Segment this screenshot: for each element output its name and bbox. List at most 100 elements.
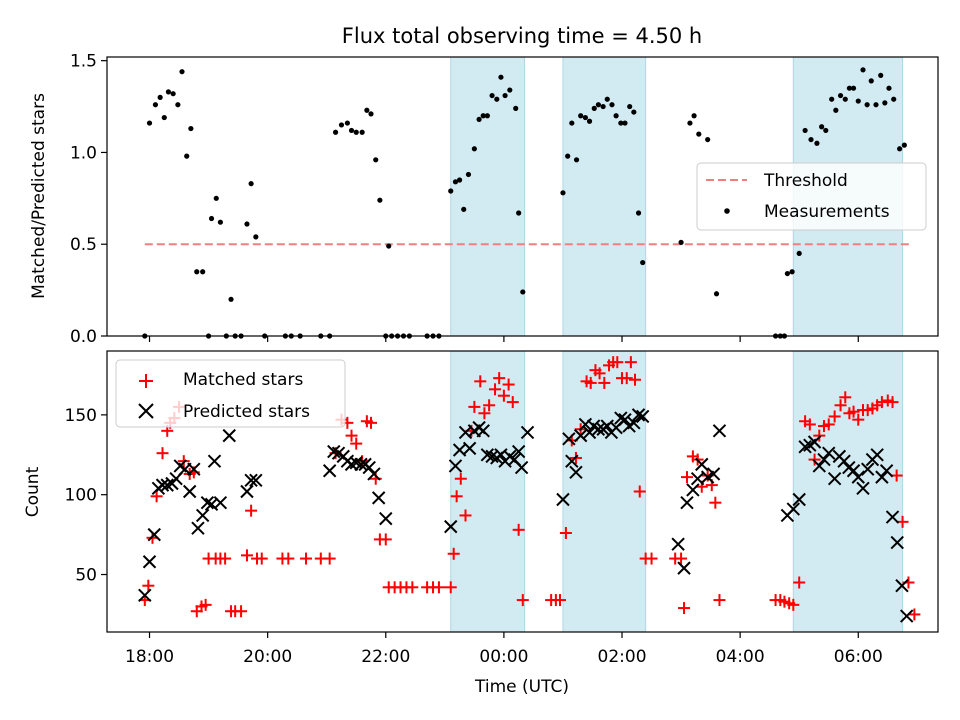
matched-star-point <box>219 552 232 565</box>
predicted-star-point <box>677 561 691 575</box>
predicted-star-point <box>371 491 386 505</box>
top-x-ticks <box>148 336 859 342</box>
matched-star-point <box>620 372 633 385</box>
measurement-point <box>591 105 597 111</box>
matched-star-point <box>875 396 888 409</box>
matched-star-point <box>709 496 722 509</box>
measurement-point <box>691 113 697 119</box>
x-tick-label: 18:00 <box>125 647 174 667</box>
x-tick-label: 20:00 <box>243 647 292 667</box>
matched-star-point <box>350 437 363 450</box>
matched-star-point <box>675 552 688 565</box>
measurement-point <box>850 85 857 91</box>
legend-measurements-swatch <box>724 208 730 214</box>
measurement-point <box>823 127 829 134</box>
predicted-star-point <box>817 452 831 467</box>
measurement-point <box>586 118 593 124</box>
predicted-star-point <box>448 459 463 473</box>
matched-star-point <box>142 579 155 592</box>
measurement-point <box>878 72 884 78</box>
measurement-point <box>582 114 589 121</box>
matched-star-point <box>822 418 835 431</box>
legend-matched-label: Matched stars <box>183 370 303 390</box>
x-tick-label: 22:00 <box>361 647 410 667</box>
measurement-point <box>494 96 500 102</box>
predicted-star-point <box>191 521 205 535</box>
matched-star-point <box>808 453 821 466</box>
measurement-point <box>373 157 379 163</box>
matched-star-point <box>447 547 460 560</box>
measurement-point <box>175 102 181 108</box>
measurement-point <box>578 113 584 119</box>
measurement-point <box>228 296 234 302</box>
predicted-star-point <box>890 535 904 550</box>
top-panel: Flux total observing time = 4.50 h 0.00.… <box>29 24 939 347</box>
measurement-point <box>886 85 892 91</box>
measurement-point <box>456 177 463 183</box>
predicted-star-point <box>249 473 263 488</box>
measurement-point <box>157 94 163 100</box>
x-tick-label: 06:00 <box>834 647 883 667</box>
predicted-star-point <box>565 454 579 468</box>
predicted-star-point <box>367 467 381 481</box>
matched-star-point <box>245 504 258 517</box>
matched-star-point <box>506 396 519 409</box>
measurement-point <box>338 122 345 128</box>
predicted-star-point <box>213 495 228 510</box>
matched-star-point <box>379 533 392 546</box>
measurements-points <box>142 67 907 339</box>
measurement-point <box>194 269 200 275</box>
measurement-point <box>640 259 646 266</box>
matched-star-point <box>516 594 529 607</box>
y-tick-label: 1.5 <box>70 52 97 72</box>
predicted-star-point <box>147 527 161 542</box>
predicted-star-point <box>379 511 393 526</box>
predicted-star-point <box>899 609 914 623</box>
y-tick-label: 1.0 <box>70 143 97 163</box>
measurement-point <box>868 78 874 84</box>
count-points <box>138 356 921 623</box>
y-tick-label: 150 <box>65 406 97 426</box>
measurement-point <box>498 74 504 80</box>
matched-star-point <box>406 581 419 594</box>
bottom-y-ticks: 50 100 150 <box>65 406 107 586</box>
measurement-point <box>489 92 495 99</box>
bottom-panel: 50 100 150 18:00 20:00 22:00 00:00 02:00 04:00 0… <box>23 350 939 697</box>
predicted-star-point <box>240 484 254 499</box>
matched-star-point <box>559 527 572 540</box>
predicted-star-point <box>786 502 801 516</box>
measurement-point <box>253 234 259 240</box>
measurement-point <box>364 107 370 113</box>
matched-star-point <box>432 581 445 594</box>
matched-star-point <box>240 549 253 562</box>
measurement-point <box>901 142 907 148</box>
bottom-y-axis-label: Count <box>23 466 43 517</box>
x-tick-label: 00:00 <box>479 647 528 667</box>
y-tick-label: 0.5 <box>70 235 97 255</box>
shaded-interval <box>792 350 904 633</box>
measurement-point <box>348 127 355 134</box>
measurement-point <box>627 103 633 110</box>
measurement-point <box>208 215 215 222</box>
measurement-point <box>161 114 167 121</box>
x-axis-label: Time (UTC) <box>474 677 569 697</box>
predicted-star-point <box>573 428 588 443</box>
measurement-point <box>146 120 153 126</box>
predicted-star-point <box>327 444 341 459</box>
measurement-point <box>184 153 190 159</box>
legend-measurements-label: Measurements <box>764 202 890 222</box>
y-tick-label: 100 <box>65 486 97 506</box>
predicted-star-point <box>631 408 646 422</box>
y-tick-label: 0.0 <box>70 327 97 347</box>
matched-star-point <box>847 405 860 418</box>
matched-star-point <box>633 485 646 498</box>
measurement-point <box>796 250 802 257</box>
predicted-star-point <box>807 435 822 449</box>
x-tick-label: 04:00 <box>716 647 765 667</box>
matched-star-point <box>493 372 506 385</box>
predicted-star-point <box>182 484 197 499</box>
measurement-point <box>452 179 459 185</box>
predicted-star-point <box>138 588 152 602</box>
measurement-point <box>507 87 513 93</box>
